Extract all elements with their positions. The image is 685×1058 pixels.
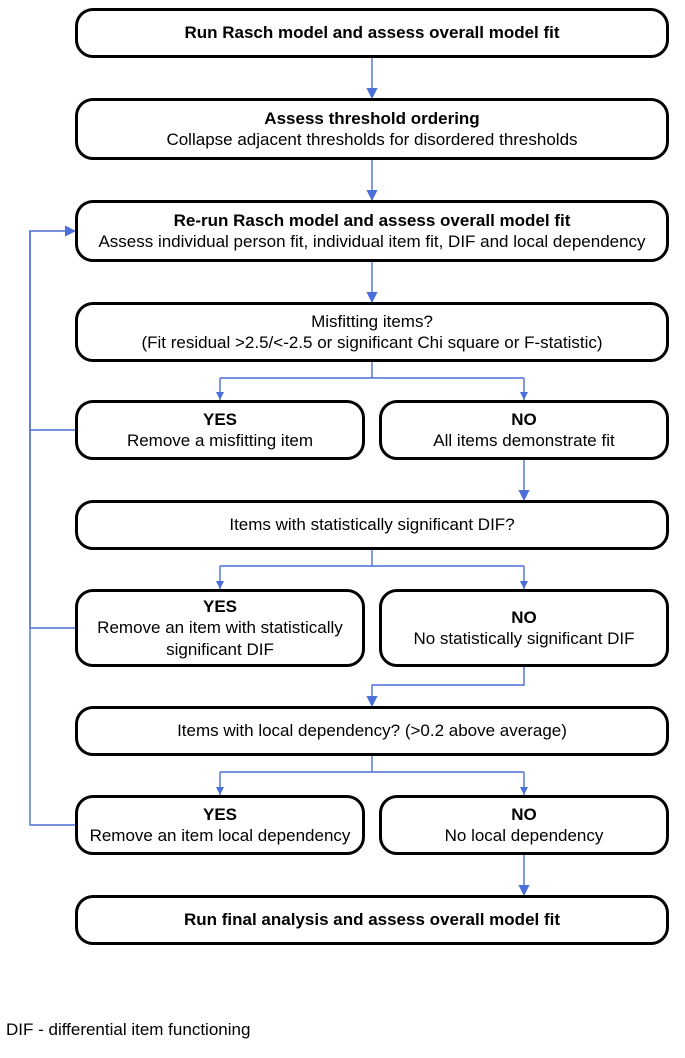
- node-misfit-no: NO All items demonstrate fit: [379, 400, 669, 460]
- node-title: Assess threshold ordering: [264, 108, 479, 129]
- node-rerun-rasch: Re-run Rasch model and assess overall mo…: [75, 200, 669, 262]
- node-sub: (Fit residual >2.5/<-2.5 or significant …: [141, 332, 602, 353]
- node-dif-no: NO No statistically significant DIF: [379, 589, 669, 667]
- node-localdep-q: Items with local dependency? (>0.2 above…: [75, 706, 669, 756]
- node-localdep-no: NO No local dependency: [379, 795, 669, 855]
- footnote: DIF - differential item functioning: [6, 1020, 250, 1040]
- node-title: Re-run Rasch model and assess overall mo…: [174, 210, 571, 231]
- node-misfit-yes: YES Remove a misfitting item: [75, 400, 365, 460]
- node-final: Run final analysis and assess overall mo…: [75, 895, 669, 945]
- node-title: NO: [511, 804, 537, 825]
- node-title: YES: [203, 804, 237, 825]
- footnote-text: DIF - differential item functioning: [6, 1020, 250, 1039]
- node-sub: Remove an item local dependency: [90, 825, 351, 846]
- node-title: Run Rasch model and assess overall model…: [184, 22, 559, 43]
- node-sub: Assess individual person fit, individual…: [98, 231, 645, 252]
- node-sub: No statistically significant DIF: [413, 628, 634, 649]
- node-run-rasch: Run Rasch model and assess overall model…: [75, 8, 669, 58]
- node-sub: All items demonstrate fit: [433, 430, 614, 451]
- node-sub: significant DIF: [166, 639, 274, 660]
- node-title: YES: [203, 596, 237, 617]
- flowchart-canvas: Run Rasch model and assess overall model…: [0, 0, 685, 1058]
- node-assess-threshold: Assess threshold ordering Collapse adjac…: [75, 98, 669, 160]
- node-sub: Items with local dependency? (>0.2 above…: [177, 720, 567, 741]
- node-title: Run final analysis and assess overall mo…: [184, 909, 560, 930]
- node-dif-yes: YES Remove an item with statistically si…: [75, 589, 365, 667]
- node-sub: Items with statistically significant DIF…: [229, 514, 514, 535]
- node-sub: Remove an item with statistically: [97, 617, 343, 638]
- node-sub: Remove a misfitting item: [127, 430, 313, 451]
- node-title: NO: [511, 409, 537, 430]
- node-sub: Misfitting items?: [311, 311, 433, 332]
- node-title: NO: [511, 607, 537, 628]
- node-misfitting-q: Misfitting items? (Fit residual >2.5/<-2…: [75, 302, 669, 362]
- node-sub: No local dependency: [445, 825, 604, 846]
- node-sub: Collapse adjacent thresholds for disorde…: [166, 129, 577, 150]
- node-dif-q: Items with statistically significant DIF…: [75, 500, 669, 550]
- node-title: YES: [203, 409, 237, 430]
- node-localdep-yes: YES Remove an item local dependency: [75, 795, 365, 855]
